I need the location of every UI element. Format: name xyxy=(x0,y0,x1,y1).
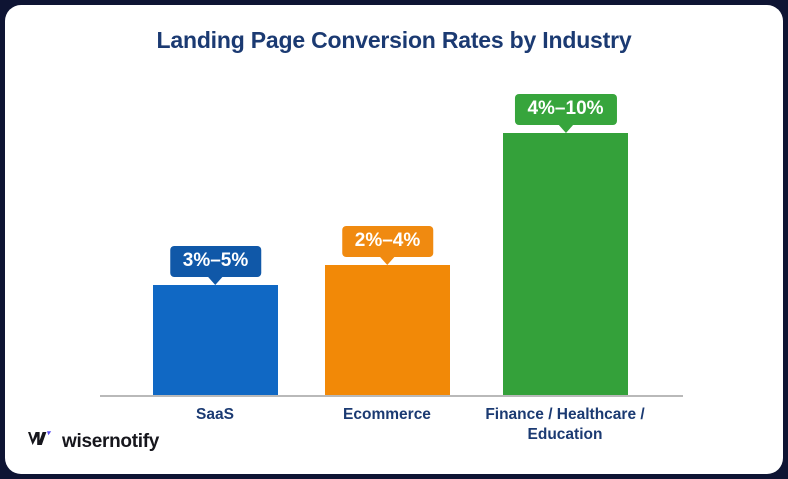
value-badge-saas: 3%–5% xyxy=(169,246,262,285)
value-badge-label: 4%–10% xyxy=(527,98,604,120)
value-badge-label: 3%–5% xyxy=(182,250,249,272)
value-badge-finance-healthcare-education: 4%–10% xyxy=(514,94,617,133)
x-axis-label-ecommerce: Ecommerce xyxy=(297,405,477,425)
x-axis-label-line: SaaS xyxy=(196,406,234,423)
x-axis-label-finance-healthcare-education: Finance / Healthcare / Education xyxy=(475,405,655,445)
x-axis-line xyxy=(100,395,683,397)
x-axis-label-line: Ecommerce xyxy=(343,406,431,423)
value-badge-ecommerce: 2%–4% xyxy=(341,226,434,265)
bar-ecommerce[interactable] xyxy=(325,265,450,395)
value-badge-label: 2%–4% xyxy=(354,230,421,252)
x-axis-label-line: Education xyxy=(527,425,603,443)
brand-name: wisernotify xyxy=(62,430,159,452)
bar-finance-healthcare-education[interactable] xyxy=(503,133,628,395)
wisernotify-logo-icon xyxy=(27,429,53,454)
x-axis-label-line: Finance / Healthcare / xyxy=(485,406,645,423)
page-title: Landing Page Conversion Rates by Industr… xyxy=(156,27,632,53)
x-axis-label-saas: SaaS xyxy=(125,405,305,425)
bar-saas[interactable] xyxy=(153,285,278,395)
brand-logo: wisernotify xyxy=(27,429,159,454)
chart-card: Landing Page Conversion Rates by Industr… xyxy=(5,5,783,474)
bar-chart-plot-area: 3%–5% 2%–4% 4%–10% SaaS xyxy=(100,65,690,443)
